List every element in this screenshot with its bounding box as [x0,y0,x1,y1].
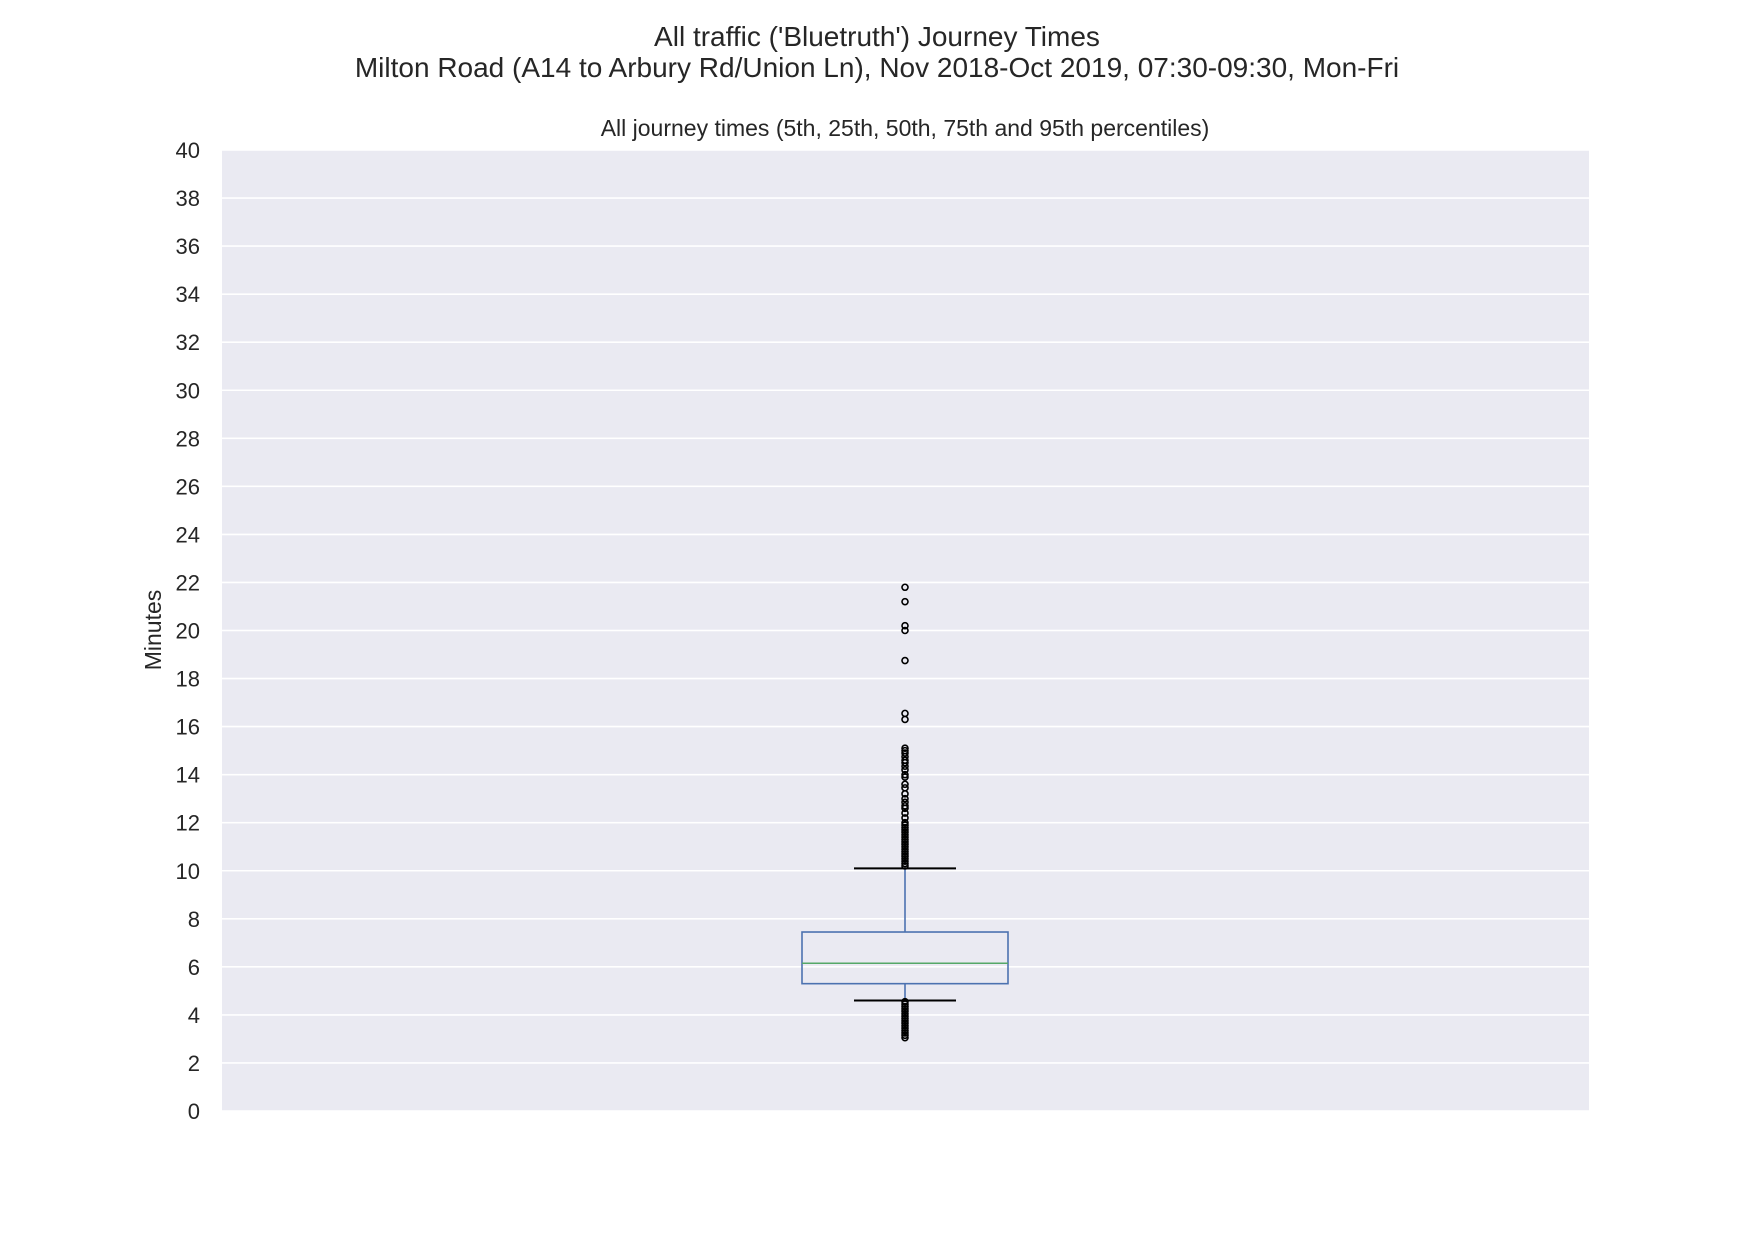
outlier-point [901,1005,909,1013]
outlier-point [901,1007,909,1016]
outlier-point [901,814,909,822]
y-tick-label: 8 [188,907,200,932]
outlier-point [901,749,909,757]
iqr-box [801,931,1009,985]
y-tick-label: 22 [176,570,200,595]
outlier-point [901,794,909,803]
y-tick-label: 6 [188,955,200,980]
outlier-point [901,821,909,829]
outlier-point [901,621,909,630]
y-tick-label: 28 [176,426,200,451]
y-tick-label: 36 [176,234,200,259]
outlier-point [901,790,909,798]
outlier-point [901,809,909,817]
outlier-point [901,583,909,592]
outlier-point [901,758,909,767]
outlier-point [901,1000,909,1008]
outlier-point [901,802,909,810]
outlier-point [901,823,909,832]
y-tick-label: 12 [176,811,200,836]
outlier-point [901,1029,909,1037]
outlier-point [901,780,909,789]
outlier-point [901,770,909,779]
outlier-point [901,830,909,839]
outlier-point [901,715,909,724]
outlier-point [901,842,909,851]
y-tick-label: 20 [176,619,200,644]
y-tick-label: 40 [176,138,200,163]
outlier-point [901,1031,909,1040]
outlier-point [901,833,909,841]
y-tick-label: 14 [176,763,200,788]
gridlines [222,149,1589,1112]
outlier-point [901,859,909,868]
outlier-point [901,766,909,774]
y-tick-label: 4 [188,1003,200,1028]
outlier-point [901,847,909,856]
outlier-point [901,762,909,771]
y-tick-label: 2 [188,1051,200,1076]
outlier-point [901,1012,909,1020]
y-tick-label: 38 [176,186,200,211]
y-tick-label: 18 [176,667,200,692]
axes-title: All journey times (5th, 25th, 50th, 75th… [601,115,1210,141]
y-tick-label: 34 [176,282,200,307]
outlier-point [901,626,909,635]
outlier-point [901,773,909,781]
chart-subtitle: Milton Road (A14 to Arbury Rd/Union Ln),… [354,52,1400,83]
outlier-point [901,845,909,853]
outlier-point [901,1017,909,1025]
y-tick-label: 10 [176,859,200,884]
outlier-point [901,862,909,870]
outlier-point [901,1033,909,1042]
outlier-point [901,840,909,849]
outlier-point [901,597,909,606]
outlier-point [901,1009,909,1018]
outlier-point [901,835,909,844]
outlier-point [901,857,909,865]
y-tick-label: 16 [176,715,200,740]
y-tick-label: 32 [176,330,200,355]
outlier-point [901,852,909,861]
y-tick-label: 30 [176,378,200,403]
outlier-point [901,1014,909,1023]
outlier-point [901,656,909,665]
chart-title: All traffic ('Bluetruth') Journey Times [654,21,1100,52]
outlier-point [901,838,909,846]
y-tick-label: 24 [176,522,200,547]
outlier-point [901,1024,909,1032]
outlier-point [901,744,909,753]
outlier-point [901,828,909,837]
outlier-point [901,854,909,863]
outlier-point [901,804,909,813]
y-axis-label: Minutes [140,590,166,671]
outlier-point [901,818,909,827]
outlier-point [901,1026,909,1035]
outlier-point [901,826,909,834]
y-tick-label: 0 [188,1099,200,1124]
outlier-point [901,1019,909,1028]
outlier-point [901,997,909,1006]
outlier-points [901,583,909,1042]
y-tick-label: 26 [176,474,200,499]
outlier-point [901,1002,909,1011]
outlier-point [901,1021,909,1030]
outlier-point [901,850,909,858]
